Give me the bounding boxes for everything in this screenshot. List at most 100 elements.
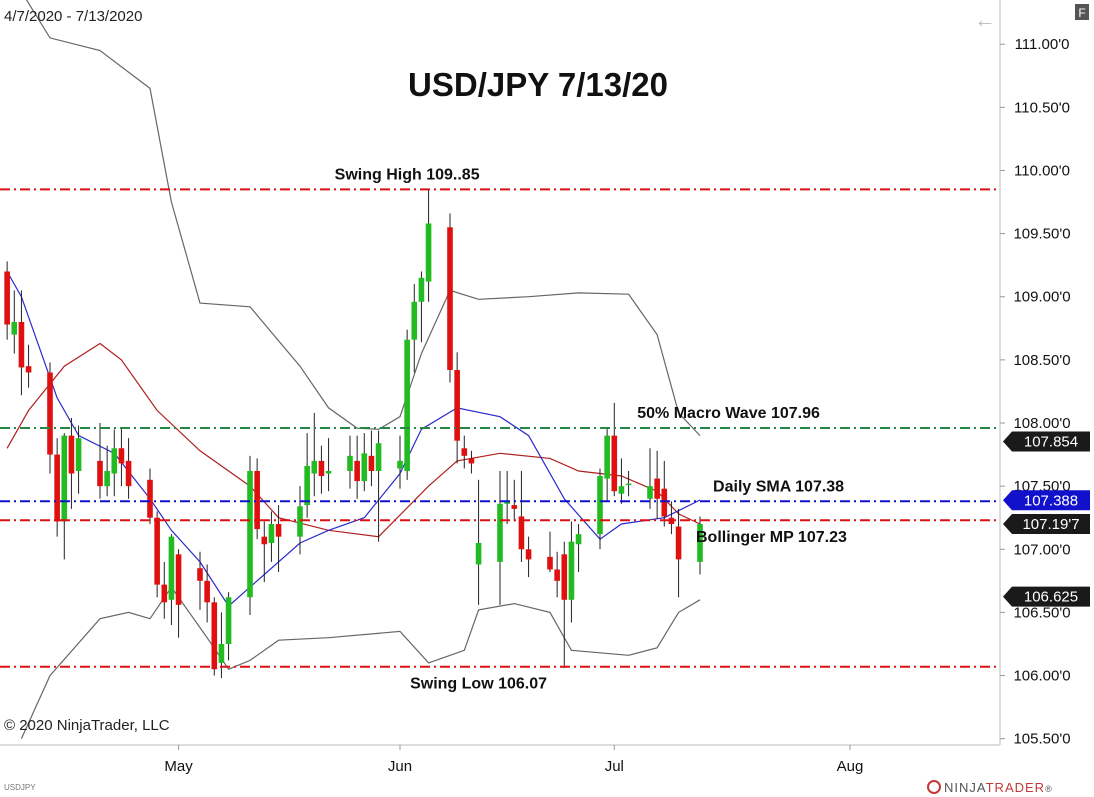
candle-body-up bbox=[111, 448, 118, 474]
candle-body-up bbox=[218, 643, 225, 663]
instrument-label: USDJPY bbox=[4, 783, 36, 792]
candle bbox=[304, 433, 310, 518]
candle bbox=[475, 479, 482, 605]
candle bbox=[661, 460, 668, 527]
candle bbox=[347, 435, 353, 489]
candle-body-up bbox=[497, 503, 503, 562]
candle bbox=[425, 189, 432, 302]
candle-body-down bbox=[147, 479, 153, 518]
candle bbox=[461, 435, 468, 469]
candle-body-up bbox=[297, 506, 303, 537]
chart-title: USD/JPY 7/13/20 bbox=[408, 66, 668, 103]
bollinger-middle-line bbox=[6, 342, 701, 538]
candle-body-up bbox=[361, 453, 368, 482]
candle bbox=[468, 450, 475, 474]
candle-body-down bbox=[511, 505, 518, 509]
candle-body-down bbox=[254, 470, 260, 530]
candle-body-down bbox=[4, 271, 10, 325]
candle-body-up bbox=[475, 542, 482, 565]
candle bbox=[211, 597, 218, 676]
candle-body-down bbox=[25, 366, 32, 373]
level-label: Daily SMA 107.38 bbox=[713, 478, 844, 495]
y-tick-label: 105.50'0 bbox=[1013, 731, 1070, 748]
candle bbox=[325, 438, 332, 492]
price-badge-label: 107.388 bbox=[1024, 492, 1078, 509]
ninjatrader-logo: NINJATRADER® bbox=[927, 780, 1053, 795]
candle bbox=[254, 458, 260, 540]
y-tick-label: 109.00'0 bbox=[1013, 289, 1070, 306]
level-label: Swing Low 106.07 bbox=[410, 676, 547, 693]
logo-text-trader: TRADER bbox=[986, 780, 1045, 795]
candle bbox=[97, 423, 103, 499]
candle bbox=[354, 435, 360, 499]
candles bbox=[4, 189, 703, 679]
f-badge-label: F bbox=[1078, 6, 1085, 20]
svg-text:NINJATRADER®: NINJATRADER® bbox=[944, 780, 1053, 795]
bollinger-lower-line bbox=[20, 586, 701, 739]
candle-body-up bbox=[247, 470, 253, 598]
candle bbox=[675, 508, 682, 598]
price-badge-label: 106.625 bbox=[1024, 589, 1078, 606]
date-range: 4/7/2020 - 7/13/2020 bbox=[4, 8, 142, 25]
candle bbox=[47, 362, 53, 474]
candle-body-down bbox=[97, 460, 103, 487]
logo-reg-mark: ® bbox=[1045, 784, 1053, 794]
sma-line bbox=[6, 271, 701, 608]
candle-body-down bbox=[318, 460, 325, 477]
candle-body-down bbox=[447, 227, 453, 370]
candle bbox=[18, 290, 25, 396]
candle bbox=[368, 430, 375, 487]
candle-body-up bbox=[397, 460, 403, 469]
candle bbox=[68, 417, 75, 509]
candle bbox=[404, 329, 410, 480]
candle-body-down bbox=[518, 516, 525, 550]
y-tick-label: 106.50'0 bbox=[1013, 604, 1070, 621]
y-tick-label: 111.00'0 bbox=[1015, 36, 1070, 53]
candle bbox=[25, 344, 32, 388]
f-badge[interactable]: F bbox=[1075, 4, 1089, 20]
logo-icon bbox=[927, 780, 941, 794]
candle bbox=[275, 505, 282, 573]
y-tick-label: 106.00'0 bbox=[1013, 668, 1070, 685]
candle bbox=[261, 521, 268, 583]
candle-body-down bbox=[525, 549, 532, 560]
candle-body-up bbox=[504, 501, 510, 504]
candle bbox=[311, 412, 318, 497]
candle-body-up bbox=[425, 223, 432, 282]
candle bbox=[554, 551, 560, 598]
candle-body-down bbox=[118, 448, 125, 464]
candle-body-up bbox=[697, 524, 703, 562]
logo-text-ninja: NINJA bbox=[944, 780, 986, 795]
price-axis: 105.50'0106.00'0106.50'0107.00'0107.50'0… bbox=[1000, 36, 1071, 748]
y-tick-label: 108.00'0 bbox=[1013, 415, 1070, 432]
candle-body-down bbox=[661, 488, 668, 517]
price-levels: Swing High 109..85 50% Macro Wave 107.96 D… bbox=[0, 166, 1000, 693]
candle-body-down bbox=[354, 460, 360, 482]
candle-body-down bbox=[261, 536, 268, 545]
candle-body-up bbox=[225, 597, 232, 644]
time-axis: May Jun Jul Aug bbox=[164, 745, 863, 775]
candle bbox=[54, 438, 60, 537]
candle-body-down bbox=[154, 517, 160, 585]
price-badge-label: 107.19'7 bbox=[1022, 516, 1079, 533]
candle bbox=[175, 549, 182, 638]
candle bbox=[561, 541, 568, 668]
candle-body-down bbox=[211, 602, 218, 670]
price-badge-label: 107.854 bbox=[1024, 433, 1078, 450]
candle-body-down bbox=[18, 321, 25, 368]
price-badge-shape bbox=[1003, 586, 1090, 607]
candle-body-up bbox=[625, 483, 632, 486]
price-badge-shape bbox=[1003, 431, 1090, 452]
candle bbox=[125, 438, 132, 499]
candle bbox=[525, 536, 532, 578]
candle-body-down bbox=[125, 460, 132, 487]
candle-body-down bbox=[454, 369, 460, 441]
back-arrow-icon[interactable]: ← bbox=[974, 7, 996, 32]
candle-body-up bbox=[61, 435, 68, 522]
candle-body-down bbox=[554, 569, 560, 581]
candle bbox=[218, 612, 225, 679]
candle bbox=[411, 284, 418, 373]
candle-body-up bbox=[575, 534, 582, 545]
price-badges: 107.854 107.388 107.19'7 106.625 bbox=[1003, 431, 1090, 607]
